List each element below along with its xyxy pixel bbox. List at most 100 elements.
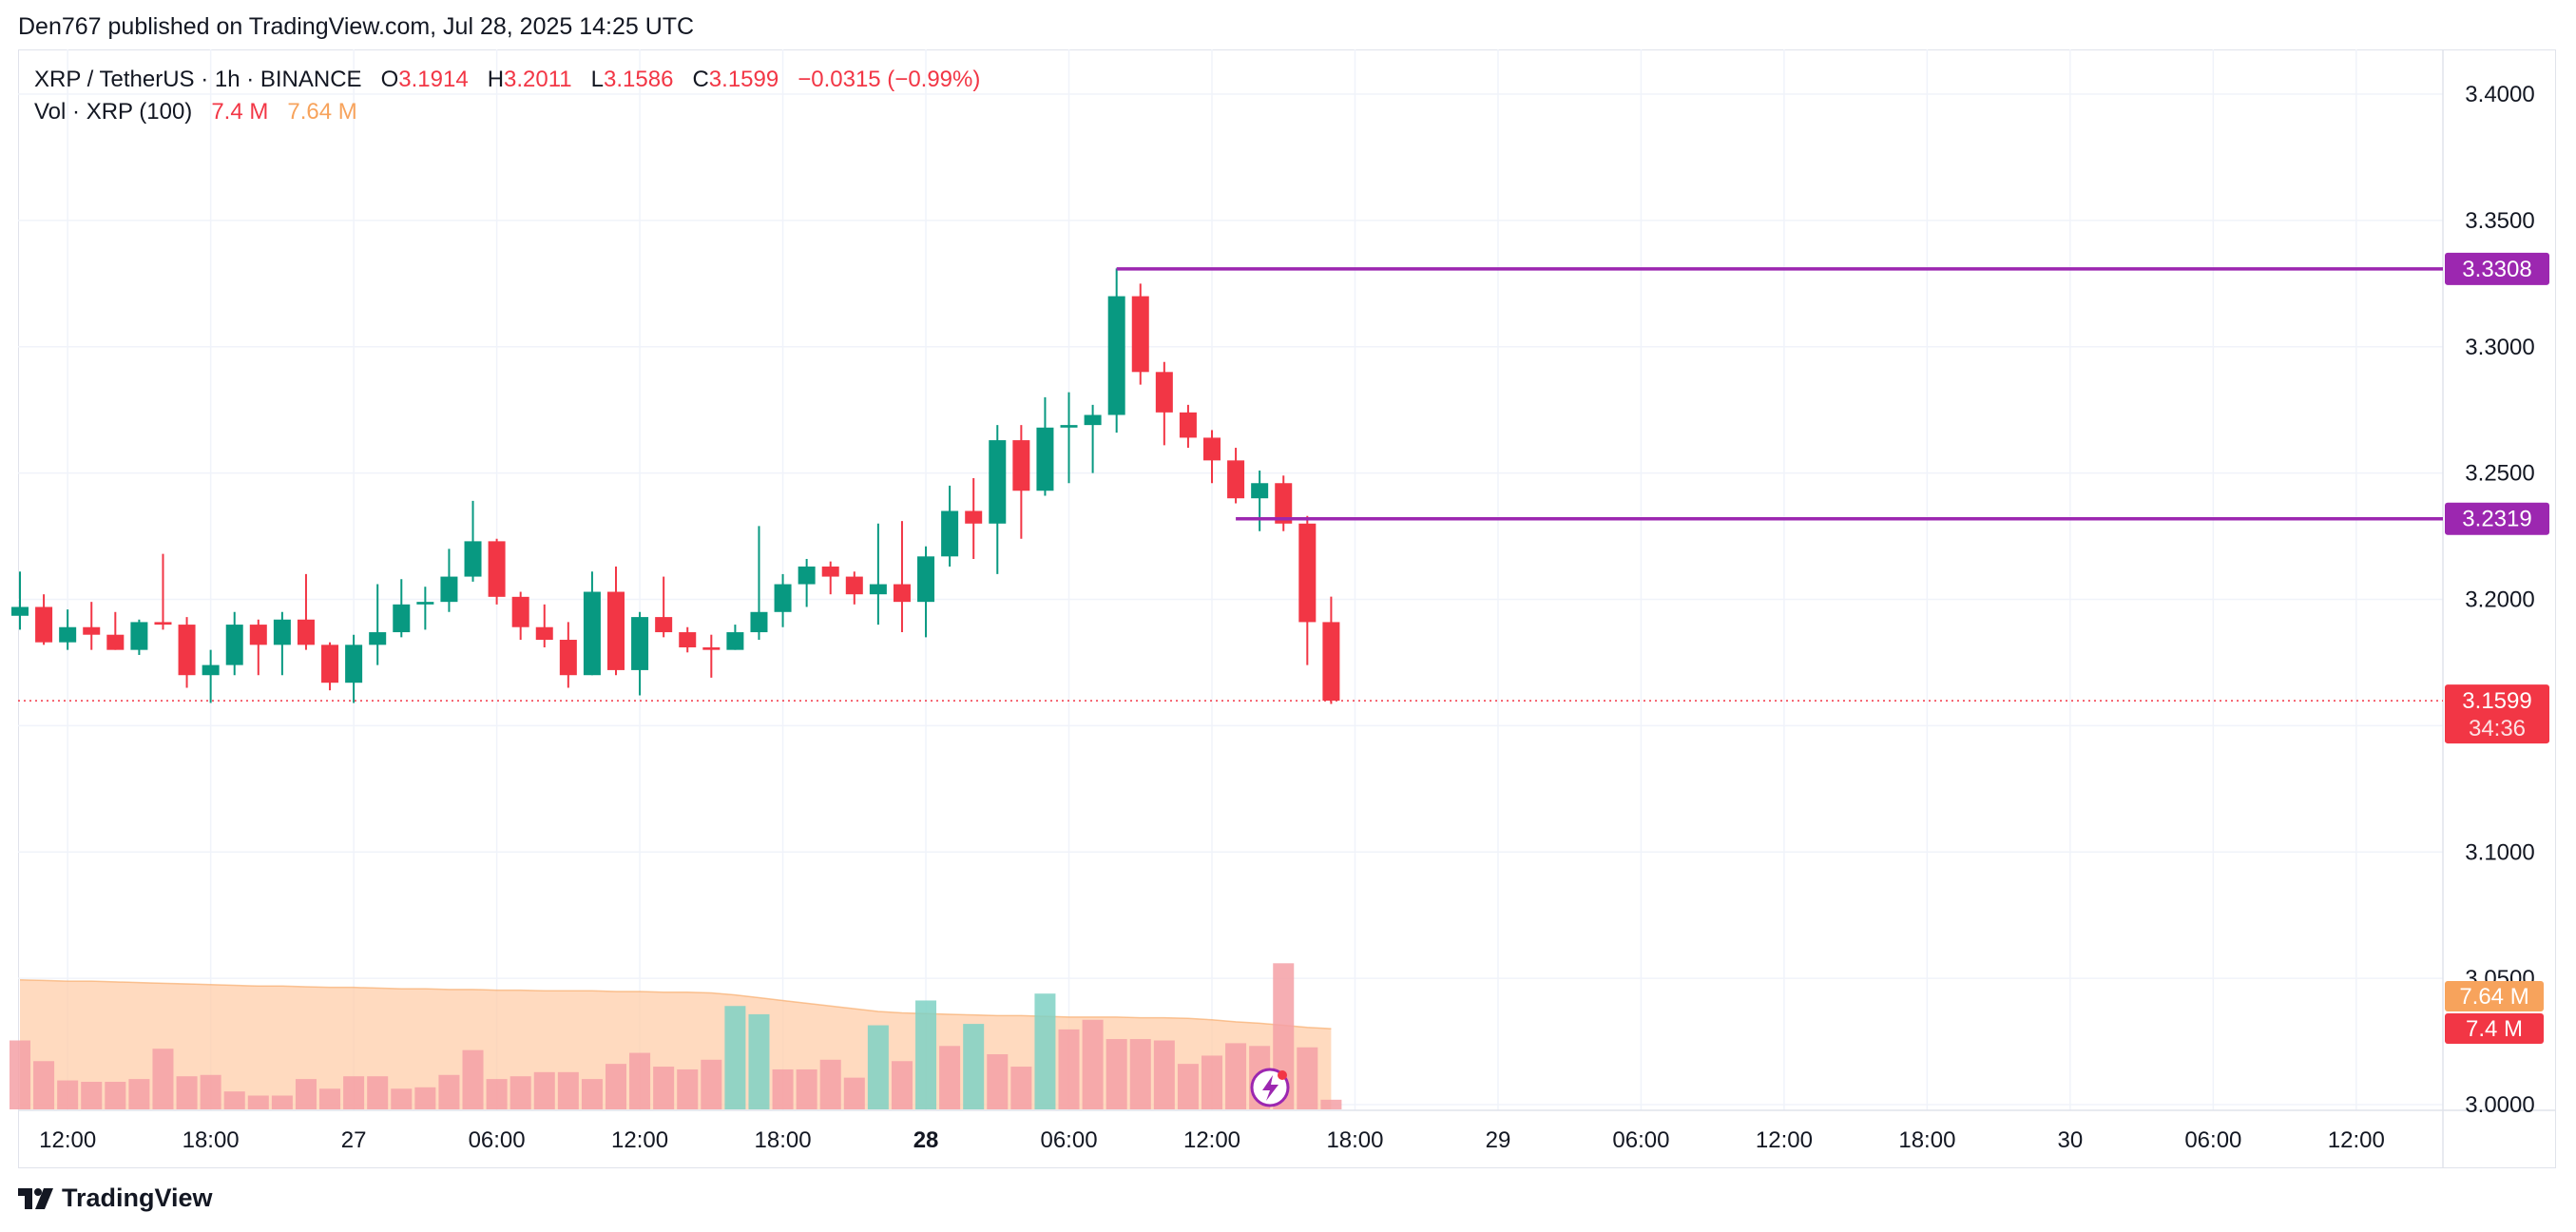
candle-body: [297, 619, 315, 645]
candle-body: [249, 625, 267, 645]
volume-bar: [653, 1067, 675, 1109]
last-price-tag-text: 3.1599: [2462, 688, 2531, 714]
publisher-caption: Den767 published on TradingView.com, Jul…: [18, 13, 695, 40]
tradingview-logo-icon: [18, 1187, 53, 1209]
time-tick-label: 18:00: [1326, 1127, 1383, 1153]
candle-body: [869, 584, 887, 595]
candle-body: [917, 556, 935, 603]
volume-bar: [247, 1095, 269, 1109]
symbol-legend: XRP / TetherUS · 1h · BINANCE O3.1914 H3…: [34, 67, 980, 93]
countdown-text: 34:36: [2469, 716, 2526, 741]
volume-bar: [319, 1088, 341, 1109]
symbol-name[interactable]: XRP / TetherUS · 1h · BINANCE: [34, 67, 362, 92]
price-tick-label: 3.0000: [2465, 1092, 2534, 1118]
volume-legend: Vol · XRP (100) 7.4 M 7.64 M: [34, 99, 357, 125]
price-axis: 3.40003.35003.30003.25003.20003.15003.10…: [2465, 82, 2534, 1118]
candle-body: [989, 440, 1007, 524]
volume-bar: [748, 1013, 770, 1109]
volume-bar: [1105, 1039, 1127, 1109]
volume-bar: [963, 1024, 985, 1109]
level-price-tag: [2445, 252, 2549, 285]
candle-body: [679, 632, 697, 647]
close-label: C: [692, 67, 709, 92]
candle-body: [83, 626, 101, 635]
candle-body: [369, 632, 387, 645]
volume-bar: [843, 1077, 865, 1109]
volume-bar: [414, 1087, 436, 1109]
candle-body: [345, 645, 363, 683]
volume-bar: [939, 1046, 961, 1109]
candle-body: [1227, 460, 1245, 499]
indicator-icon-group: [1250, 1068, 1290, 1107]
volume-ma-line: [19, 978, 1332, 1030]
volume-bar: [486, 1079, 508, 1109]
candle-body: [59, 626, 77, 643]
volume-bar: [1129, 1039, 1151, 1109]
volume-bar: [701, 1059, 722, 1109]
low-label: L: [590, 67, 605, 92]
volume-bar: [438, 1074, 460, 1109]
volume-tag-text: 7.4 M: [2466, 1016, 2523, 1042]
volume-bar: [987, 1054, 1009, 1109]
candle-body: [1203, 437, 1221, 461]
volume-bar: [1153, 1040, 1175, 1109]
time-tick-label: 06:00: [2184, 1127, 2241, 1153]
volume-bar: [724, 1006, 746, 1109]
candle-body: [1251, 483, 1269, 499]
open-label: O: [380, 67, 399, 92]
price-tick-label: 3.1000: [2465, 839, 2534, 865]
volume-bar: [223, 1091, 245, 1109]
volume-bar: [581, 1079, 603, 1109]
candle-body: [631, 617, 649, 670]
candle-body: [1298, 523, 1317, 623]
volume-bar: [295, 1079, 317, 1109]
volume-bar: [1082, 1019, 1104, 1109]
candle-body: [821, 566, 839, 577]
time-tick-label: 18:00: [183, 1127, 240, 1153]
high-value: 3.2011: [504, 67, 572, 92]
volume-bar: [915, 1000, 937, 1109]
notification-dot: [1278, 1070, 1287, 1080]
level-price-tag-text: 3.2319: [2462, 507, 2531, 532]
time-tick-label: 12:00: [39, 1127, 96, 1153]
candle-body: [655, 617, 673, 633]
volume-bar: [772, 1068, 794, 1109]
open-value: 3.1914: [398, 67, 469, 92]
volume-bar: [271, 1095, 293, 1109]
tradingview-logo[interactable]: TradingView: [18, 1184, 213, 1213]
level-price-tag: [2445, 502, 2549, 535]
volume-bar: [1320, 1099, 1342, 1109]
volume-bar: [1058, 1029, 1080, 1109]
volume-bar: [796, 1068, 817, 1109]
horizontal-lines: [18, 267, 2443, 702]
volume-bar: [819, 1059, 841, 1109]
volume-bar: [57, 1080, 79, 1109]
volume-bar: [867, 1025, 889, 1109]
candle-body: [106, 634, 125, 650]
candle-body: [440, 576, 458, 603]
time-tick-label: 06:00: [1040, 1127, 1097, 1153]
volume-label[interactable]: Vol · XRP (100): [34, 99, 193, 125]
price-tick-label: 3.2500: [2465, 461, 2534, 487]
lightning-bolt-shape: [1262, 1075, 1278, 1101]
time-tick-label: 28: [913, 1127, 939, 1153]
volume-bar: [1010, 1067, 1032, 1109]
high-label: H: [487, 67, 505, 92]
volume-tag: [2445, 1013, 2544, 1044]
volume-tag: [2445, 981, 2544, 1011]
time-tick-label: 12:00: [1756, 1127, 1813, 1153]
candle-body: [893, 584, 911, 603]
volume-bar: [1225, 1043, 1247, 1109]
time-tick-label: 06:00: [469, 1127, 526, 1153]
volume-bar: [33, 1061, 55, 1109]
candle-body: [11, 606, 29, 616]
candle-body: [1060, 425, 1078, 428]
candle-body: [798, 566, 816, 585]
volume-bar: [200, 1074, 221, 1109]
change-value: −0.0315 (−0.99%): [798, 67, 981, 92]
candle-body: [941, 510, 959, 557]
candle-body: [1275, 483, 1293, 524]
candle-body: [321, 645, 339, 683]
